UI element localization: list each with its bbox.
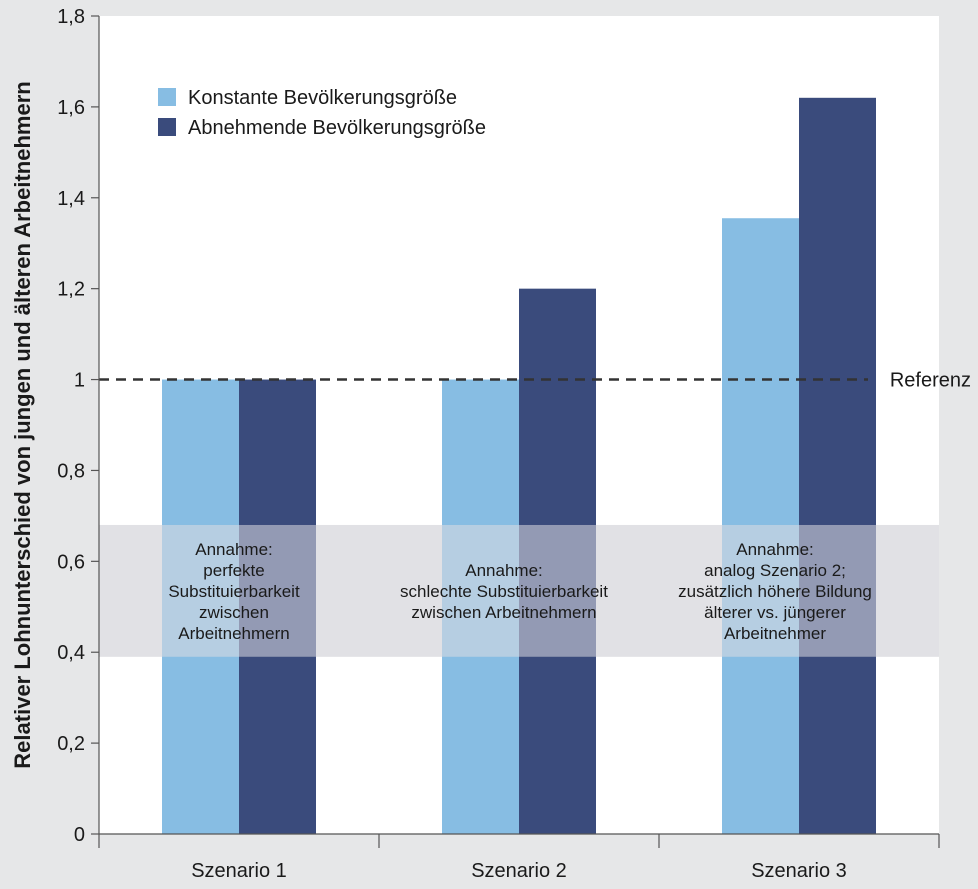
y-tick-label: 1: [74, 370, 85, 392]
assumption-band-overlay: [99, 524, 939, 657]
y-tick-label: 0,8: [57, 460, 85, 482]
annotation-line: schlechte Substituierbarkeit: [400, 582, 608, 601]
y-tick-label: 1,2: [57, 279, 85, 301]
annotation-line: Arbeitnehmern: [178, 624, 290, 643]
legend-label: Abnehmende Bevölkerungsgröße: [188, 117, 486, 139]
x-category-label: Szenario 1: [191, 860, 287, 882]
annotation-line: älterer vs. jüngerer: [704, 603, 846, 622]
annotation-line: zusätzlich höhere Bildung: [678, 582, 872, 601]
annotation-line: Annahme:: [736, 540, 814, 559]
y-tick-label: 0,4: [57, 642, 85, 664]
y-axis-label: Relativer Lohnunterschied von jungen und…: [10, 81, 35, 768]
x-category-label: Szenario 2: [471, 860, 567, 882]
annotation-line: Arbeitnehmer: [724, 624, 826, 643]
y-tick-label: 0,6: [57, 551, 85, 573]
y-tick-label: 0: [74, 824, 85, 846]
annotation-line: perfekte: [203, 561, 264, 580]
annotation-line: Substituierbarkeit: [168, 582, 300, 601]
legend-swatch: [158, 118, 176, 136]
y-tick-label: 1,4: [57, 188, 85, 210]
x-category-label: Szenario 3: [751, 860, 847, 882]
legend-label: Konstante Bevölkerungsgröße: [188, 87, 457, 109]
annotation-line: Annahme:: [465, 561, 543, 580]
annotation-line: zwischen Arbeitnehmern: [411, 603, 596, 622]
y-tick-label: 1,6: [57, 97, 85, 119]
legend-swatch: [158, 88, 176, 106]
reference-label: Referenz: [890, 370, 971, 392]
annotation-line: analog Szenario 2;: [704, 561, 846, 580]
annotation-line: Annahme:: [195, 540, 273, 559]
y-tick-label: 0,2: [57, 733, 85, 755]
y-tick-label: 1,8: [57, 6, 85, 28]
bar-2-3: [799, 97, 876, 835]
annotation-line: zwischen: [199, 603, 269, 622]
